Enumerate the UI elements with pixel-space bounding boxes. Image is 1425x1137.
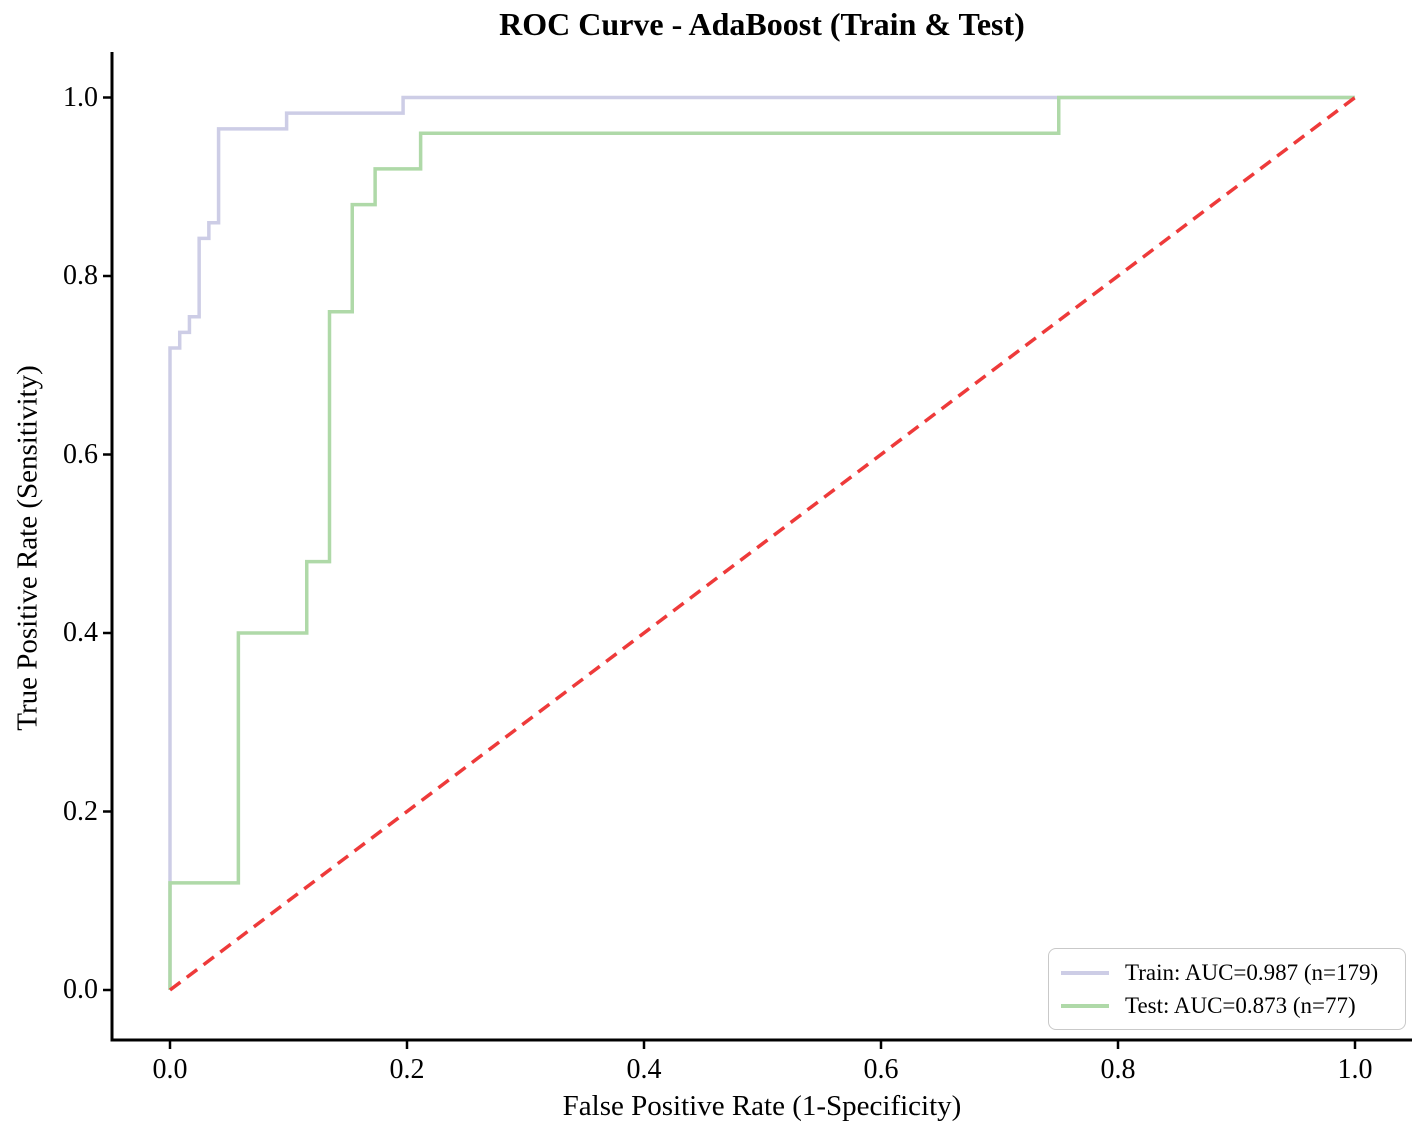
- legend-entry: Train: AUC=0.987 (n=179): [1061, 956, 1405, 989]
- legend-line-sample: [1061, 970, 1109, 975]
- y-tick-label: 0.4: [63, 617, 98, 648]
- test-roc-curve: [168, 95, 1355, 990]
- y-tick-label: 1.0: [63, 81, 98, 113]
- x-tick-label: 0.4: [626, 1054, 662, 1085]
- legend-line-sample: [1061, 1003, 1109, 1008]
- chart-title: ROC Curve - AdaBoost (Train & Test): [499, 6, 1025, 42]
- y-tick-label: 0.0: [63, 974, 98, 1005]
- train-roc-curve: [168, 95, 1355, 990]
- x-tick-label: 0.6: [863, 1054, 899, 1085]
- legend-label: Train: AUC=0.987 (n=179): [1125, 959, 1379, 985]
- x-axis-label: False Positive Rate (1-Specificity): [562, 1090, 962, 1122]
- chance-roc-curve: [168, 96, 1357, 992]
- x-tick-label: 0.0: [152, 1054, 188, 1085]
- legend-entry: Test: AUC=0.873 (n=77): [1061, 989, 1405, 1022]
- legend-box: Train: AUC=0.987 (n=179) Test: AUC=0.873 …: [1048, 948, 1406, 1030]
- x-tick-label: 0.8: [1100, 1054, 1136, 1085]
- y-tick-label: 0.6: [63, 438, 98, 470]
- y-tick-label: 0.8: [63, 260, 98, 291]
- y-tick-label: 0.2: [63, 795, 98, 827]
- y-axis-label: True Positive Rate (Sensitivity): [11, 365, 44, 731]
- x-tick-label: 0.2: [389, 1054, 425, 1085]
- x-tick-label: 1.0: [1337, 1054, 1373, 1085]
- legend-label: Test: AUC=0.873 (n=77): [1125, 992, 1356, 1018]
